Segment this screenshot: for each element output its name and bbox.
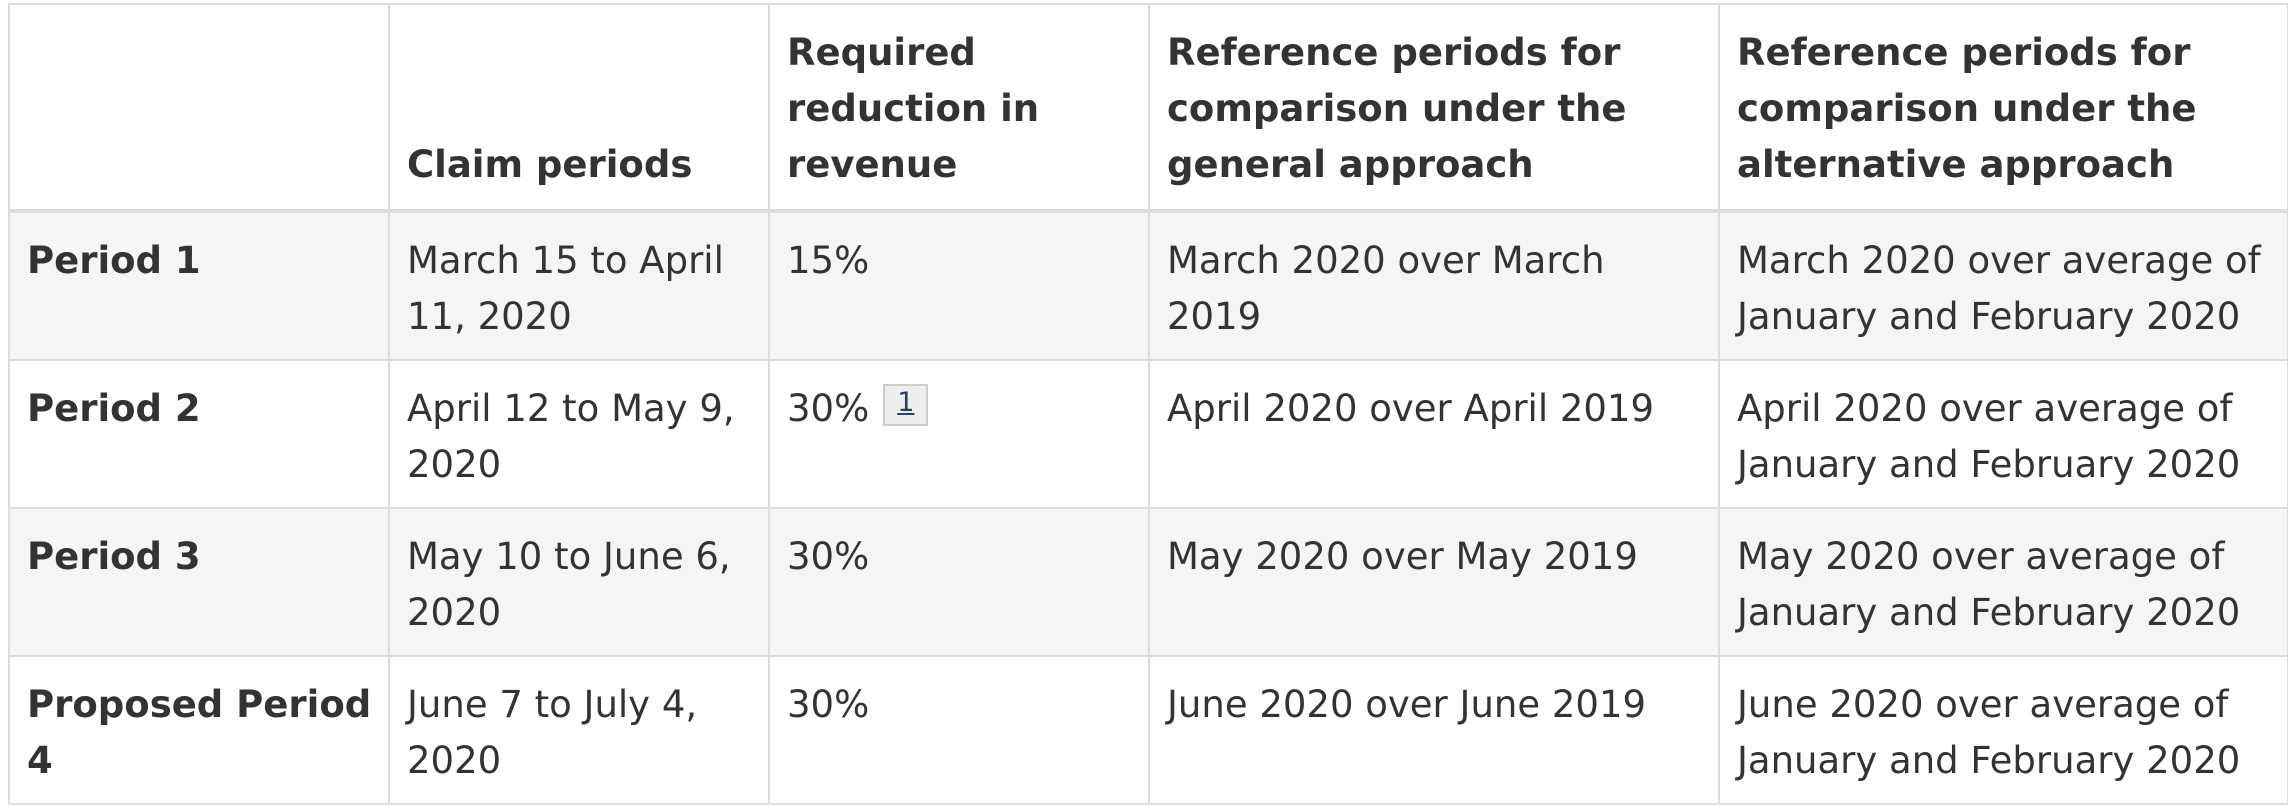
cell-alternative-reference: March 2020 over average of January and F… — [1718, 210, 2288, 361]
cell-required-reduction: 30% 1 — [768, 359, 1150, 509]
cell-claim-period: April 12 to May 9, 2020 — [388, 359, 770, 509]
table-row: Period 3 May 10 to June 6, 2020 30% May … — [8, 507, 2288, 657]
cell-required-reduction: 30% — [768, 655, 1150, 805]
footnote-link[interactable]: 1 — [883, 384, 929, 426]
cell-required-reduction: 15% — [768, 210, 1150, 361]
cell-claim-period: June 7 to July 4, 2020 — [388, 655, 770, 805]
reduction-value: 30% — [787, 387, 870, 430]
header-required-reduction: Required reduction in revenue — [768, 3, 1150, 213]
header-claim-periods: Claim periods — [388, 3, 770, 213]
row-period-label: Period 2 — [8, 359, 390, 509]
cell-alternative-reference: June 2020 over average of January and Fe… — [1718, 655, 2288, 805]
cell-alternative-reference: May 2020 over average of January and Feb… — [1718, 507, 2288, 657]
header-row: Claim periods Required reduction in reve… — [8, 3, 2288, 213]
cell-general-reference: March 2020 over March 2019 — [1148, 210, 1720, 361]
cell-general-reference: June 2020 over June 2019 — [1148, 655, 1720, 805]
cell-claim-period: May 10 to June 6, 2020 — [388, 507, 770, 657]
header-general-approach: Reference periods for comparison under t… — [1148, 3, 1720, 213]
header-blank — [8, 3, 390, 213]
cell-general-reference: May 2020 over May 2019 — [1148, 507, 1720, 657]
table-row: Proposed Period 4 June 7 to July 4, 2020… — [8, 655, 2288, 805]
table-row: Period 2 April 12 to May 9, 2020 30% 1 Ap… — [8, 359, 2288, 509]
header-alternative-approach: Reference periods for comparison under t… — [1718, 3, 2288, 213]
cell-general-reference: April 2020 over April 2019 — [1148, 359, 1720, 509]
row-period-label: Proposed Period 4 — [8, 655, 390, 805]
table-row: Period 1 March 15 to April 11, 2020 15% … — [8, 210, 2288, 361]
row-period-label: Period 3 — [8, 507, 390, 657]
cell-required-reduction: 30% — [768, 507, 1150, 657]
cell-alternative-reference: April 2020 over average of January and F… — [1718, 359, 2288, 509]
row-period-label: Period 1 — [8, 210, 390, 361]
claim-periods-table: Claim periods Required reduction in reve… — [8, 3, 2288, 805]
cell-claim-period: March 15 to April 11, 2020 — [388, 210, 770, 361]
